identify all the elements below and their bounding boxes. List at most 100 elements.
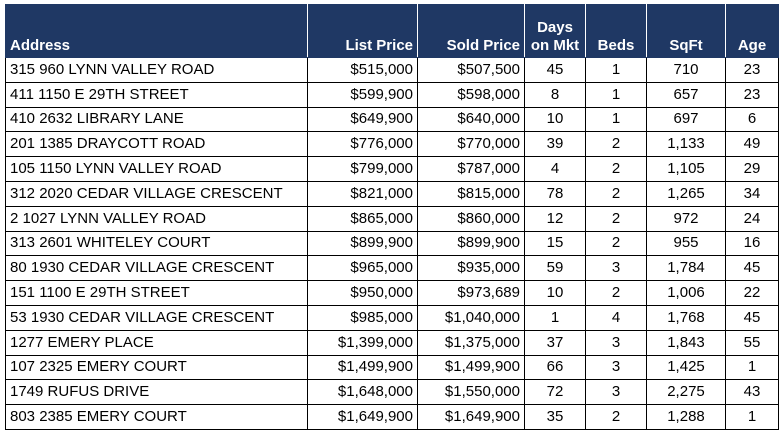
cell-beds: 2: [585, 180, 647, 207]
cell-age: 43: [725, 379, 779, 406]
cell-beds: 3: [585, 255, 647, 282]
cell-days-on-market: 72: [524, 379, 586, 406]
cell-sqft: 1,843: [646, 329, 726, 356]
cell-list-price: $1,399,000: [307, 329, 418, 356]
table-row: 411 1150 E 29TH STREET $599,900 $598,000 8 1…: [5, 81, 779, 108]
cell-sqft: 1,784: [646, 255, 726, 282]
cell-address: 201 1385 DRAYCOTT ROAD: [5, 131, 308, 158]
cell-address: 410 2632 LIBRARY LANE: [5, 106, 308, 133]
table-row: 201 1385 DRAYCOTT ROAD $776,000 $770,000 39…: [5, 131, 779, 158]
cell-beds: 2: [585, 156, 647, 182]
cell-days-on-market: 10: [524, 106, 586, 133]
table-row: 1749 RUFUS DRIVE $1,648,000 $1,550,000 72 3 2…: [5, 379, 779, 406]
cell-age: 1: [725, 354, 779, 381]
cell-list-price: $1,648,000: [307, 379, 418, 406]
cell-beds: 3: [585, 379, 647, 406]
cell-days-on-market: 4: [524, 156, 586, 182]
cell-age: 29: [725, 156, 779, 182]
cell-days-on-market: 39: [524, 131, 586, 158]
cell-address: 1277 EMERY PLACE: [5, 329, 308, 356]
cell-list-price: $599,900: [307, 81, 418, 108]
table-row: 803 2385 EMERY COURT $1,649,900 $1,649,900…: [5, 404, 779, 430]
cell-address: 315 960 LYNN VALLEY ROAD: [5, 57, 308, 83]
cell-sold-price: $935,000: [417, 255, 525, 282]
cell-list-price: $1,649,900: [307, 404, 418, 430]
cell-age: 22: [725, 280, 779, 306]
cell-sqft: 697: [646, 106, 726, 133]
table-row: 313 2601 WHITELEY COURT $899,900 $899,900 1…: [5, 230, 779, 257]
cell-sold-price: $787,000: [417, 156, 525, 182]
cell-address: 80 1930 CEDAR VILLAGE CRESCENT: [5, 255, 308, 282]
cell-sqft: 1,006: [646, 280, 726, 306]
cell-days-on-market: 35: [524, 404, 586, 430]
cell-beds: 2: [585, 205, 647, 232]
cell-list-price: $985,000: [307, 304, 418, 331]
cell-beds: 3: [585, 329, 647, 356]
cell-age: 55: [725, 329, 779, 356]
table-row: 1277 EMERY PLACE $1,399,000 $1,375,000 37 3 1…: [5, 329, 779, 356]
cell-sold-price: $640,000: [417, 106, 525, 133]
table-row: 53 1930 CEDAR VILLAGE CRESCENT $985,000 $1…: [5, 304, 779, 331]
cell-sold-price: $1,375,000: [417, 329, 525, 356]
header-days-on-market: Days on Mkt: [524, 4, 586, 58]
cell-age: 24: [725, 205, 779, 232]
cell-age: 45: [725, 255, 779, 282]
cell-sqft: 955: [646, 230, 726, 257]
table-body: 315 960 LYNN VALLEY ROAD $515,000 $507,500…: [5, 57, 779, 430]
sales-table: Address List Price Sold Price Days on Mkt…: [5, 4, 779, 430]
header-beds: Beds: [585, 4, 647, 58]
cell-address: 107 2325 EMERY COURT: [5, 354, 308, 381]
cell-list-price: $865,000: [307, 205, 418, 232]
cell-address: 312 2020 CEDAR VILLAGE CRESCENT: [5, 180, 308, 207]
cell-sqft: 1,768: [646, 304, 726, 331]
cell-sqft: 972: [646, 205, 726, 232]
table-header: Address List Price Sold Price Days on Mkt…: [5, 4, 779, 58]
cell-days-on-market: 78: [524, 180, 586, 207]
table-row: 107 2325 EMERY COURT $1,499,900 $1,499,900…: [5, 354, 779, 381]
cell-sold-price: $1,550,000: [417, 379, 525, 406]
cell-sqft: 710: [646, 57, 726, 83]
header-sqft: SqFt: [646, 4, 726, 58]
cell-sold-price: $1,499,900: [417, 354, 525, 381]
table-row: 2 1027 LYNN VALLEY ROAD $865,000 $860,000 1…: [5, 205, 779, 232]
cell-age: 16: [725, 230, 779, 257]
cell-days-on-market: 59: [524, 255, 586, 282]
cell-age: 23: [725, 81, 779, 108]
cell-address: 53 1930 CEDAR VILLAGE CRESCENT: [5, 304, 308, 331]
cell-address: 1749 RUFUS DRIVE: [5, 379, 308, 406]
cell-beds: 1: [585, 106, 647, 133]
cell-sold-price: $507,500: [417, 57, 525, 83]
cell-beds: 4: [585, 304, 647, 331]
header-list-price: List Price: [307, 4, 418, 58]
cell-sqft: 1,265: [646, 180, 726, 207]
cell-list-price: $799,000: [307, 156, 418, 182]
header-age: Age: [725, 4, 779, 58]
cell-list-price: $1,499,900: [307, 354, 418, 381]
cell-address: 105 1150 LYNN VALLEY ROAD: [5, 156, 308, 182]
header-address: Address: [5, 4, 308, 58]
cell-age: 23: [725, 57, 779, 83]
cell-beds: 2: [585, 280, 647, 306]
cell-beds: 2: [585, 230, 647, 257]
cell-list-price: $649,900: [307, 106, 418, 133]
cell-address: 803 2385 EMERY COURT: [5, 404, 308, 430]
cell-list-price: $821,000: [307, 180, 418, 207]
cell-age: 45: [725, 304, 779, 331]
cell-days-on-market: 12: [524, 205, 586, 232]
cell-beds: 2: [585, 404, 647, 430]
cell-list-price: $950,000: [307, 280, 418, 306]
cell-list-price: $776,000: [307, 131, 418, 158]
cell-days-on-market: 10: [524, 280, 586, 306]
cell-sold-price: $770,000: [417, 131, 525, 158]
cell-days-on-market: 37: [524, 329, 586, 356]
cell-sqft: 657: [646, 81, 726, 108]
cell-sold-price: $860,000: [417, 205, 525, 232]
cell-list-price: $899,900: [307, 230, 418, 257]
table-row: 151 1100 E 29TH STREET $950,000 $973,689 10…: [5, 280, 779, 306]
table-row: 105 1150 LYNN VALLEY ROAD $799,000 $787,00…: [5, 156, 779, 182]
header-days-line1: Days: [537, 19, 573, 36]
cell-age: 1: [725, 404, 779, 430]
cell-age: 34: [725, 180, 779, 207]
cell-sold-price: $1,649,900: [417, 404, 525, 430]
